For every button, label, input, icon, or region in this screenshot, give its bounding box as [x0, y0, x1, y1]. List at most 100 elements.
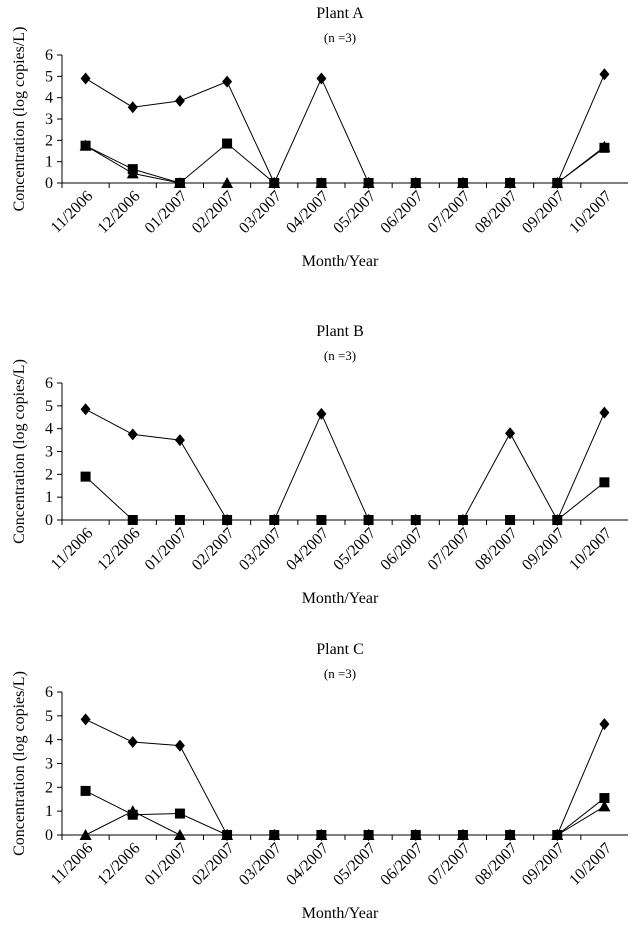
data-point — [269, 515, 280, 525]
x-tick-label: 02/2007 — [189, 840, 238, 889]
data-point — [599, 477, 610, 488]
series-line — [85, 145, 605, 184]
data-point — [410, 515, 421, 525]
data-point — [409, 177, 422, 188]
series-line — [85, 718, 605, 836]
y-tick-label: 3 — [45, 444, 53, 461]
data-point — [505, 515, 516, 525]
series-line — [85, 805, 605, 836]
x-tick-label: 03/2007 — [236, 525, 285, 574]
data-point — [599, 68, 610, 81]
data-point — [316, 72, 327, 85]
x-axis-label: Month/Year — [302, 905, 379, 922]
x-tick-label: 04/2007 — [283, 525, 332, 574]
data-point — [268, 177, 281, 188]
x-tick-label: 08/2007 — [472, 525, 521, 574]
data-point — [598, 800, 611, 812]
y-tick-label: 3 — [45, 111, 53, 128]
x-tick-label: 02/2007 — [189, 525, 238, 574]
y-tick-label: 6 — [45, 684, 53, 701]
data-point — [221, 177, 234, 188]
data-point — [127, 515, 138, 525]
x-tick-label: 03/2007 — [236, 188, 285, 237]
y-tick-label: 0 — [45, 827, 53, 844]
x-tick-label: 08/2007 — [472, 840, 521, 889]
x-axis-label: Month/Year — [302, 253, 379, 270]
y-tick-label: 5 — [45, 398, 53, 415]
x-tick-label: 11/2006 — [48, 525, 97, 574]
y-tick-label: 3 — [45, 756, 53, 773]
y-tick-label: 0 — [45, 175, 53, 192]
data-point — [456, 177, 469, 188]
data-point — [80, 403, 91, 416]
data-point — [315, 829, 328, 840]
x-tick-label: 01/2007 — [142, 525, 191, 574]
data-point — [126, 805, 139, 817]
data-point — [551, 829, 564, 840]
x-tick-label: 12/2006 — [94, 840, 143, 889]
x-tick-label: 10/2007 — [566, 188, 615, 237]
data-point — [222, 515, 233, 525]
y-tick-label: 1 — [45, 489, 53, 506]
data-point — [173, 829, 186, 840]
chart-title: Plant B — [316, 323, 364, 340]
x-tick-label: 10/2007 — [566, 840, 615, 889]
data-point — [362, 177, 375, 188]
data-point — [174, 434, 185, 447]
y-tick-label: 4 — [45, 732, 53, 749]
x-tick-label: 04/2007 — [283, 840, 332, 889]
y-tick-label: 1 — [45, 154, 53, 171]
data-point — [174, 94, 185, 107]
data-point — [599, 718, 610, 731]
x-tick-label: 11/2006 — [48, 188, 97, 237]
data-point — [315, 177, 328, 188]
y-axis-label: Concentration (log copies/L) — [11, 671, 28, 856]
data-point — [505, 427, 516, 440]
x-tick-label: 08/2007 — [472, 188, 521, 237]
x-tick-label: 01/2007 — [142, 840, 191, 889]
data-point — [174, 808, 185, 819]
chart-subtitle: (n =3) — [324, 666, 356, 681]
x-tick-label: 07/2007 — [425, 525, 474, 574]
data-point — [174, 515, 185, 525]
x-tick-label: 04/2007 — [283, 188, 332, 237]
y-tick-label: 2 — [45, 779, 53, 796]
y-tick-label: 4 — [45, 90, 53, 107]
y-tick-label: 1 — [45, 803, 53, 820]
data-point — [316, 407, 327, 420]
x-tick-label: 06/2007 — [377, 525, 426, 574]
y-tick-label: 0 — [45, 512, 53, 529]
data-point — [551, 177, 564, 188]
data-point — [127, 101, 138, 114]
chart-subtitle: (n =3) — [324, 30, 356, 45]
x-tick-label: 07/2007 — [425, 840, 474, 889]
data-point — [80, 471, 91, 482]
y-tick-label: 5 — [45, 68, 53, 85]
data-point — [127, 736, 138, 749]
data-point — [316, 515, 327, 525]
x-tick-label: 05/2007 — [330, 840, 379, 889]
x-tick-label: 01/2007 — [142, 188, 191, 237]
x-tick-label: 09/2007 — [519, 188, 568, 237]
data-point — [80, 72, 91, 85]
y-tick-label: 5 — [45, 708, 53, 725]
x-tick-label: 11/2006 — [48, 840, 97, 889]
x-tick-label: 05/2007 — [330, 525, 379, 574]
data-point — [79, 139, 92, 151]
y-tick-label: 4 — [45, 421, 53, 438]
data-point — [457, 515, 468, 525]
data-point — [80, 785, 91, 796]
x-tick-label: 06/2007 — [377, 188, 426, 237]
data-point — [222, 75, 233, 88]
x-tick-label: 06/2007 — [377, 840, 426, 889]
y-tick-label: 6 — [45, 375, 53, 392]
y-tick-label: 2 — [45, 132, 53, 149]
data-point — [222, 138, 233, 149]
x-tick-label: 12/2006 — [94, 525, 143, 574]
data-point — [504, 829, 517, 840]
x-tick-label: 09/2007 — [519, 525, 568, 574]
y-axis-label: Concentration (log copies/L) — [11, 27, 28, 212]
chart-title: Plant A — [316, 5, 364, 22]
data-point — [362, 829, 375, 840]
